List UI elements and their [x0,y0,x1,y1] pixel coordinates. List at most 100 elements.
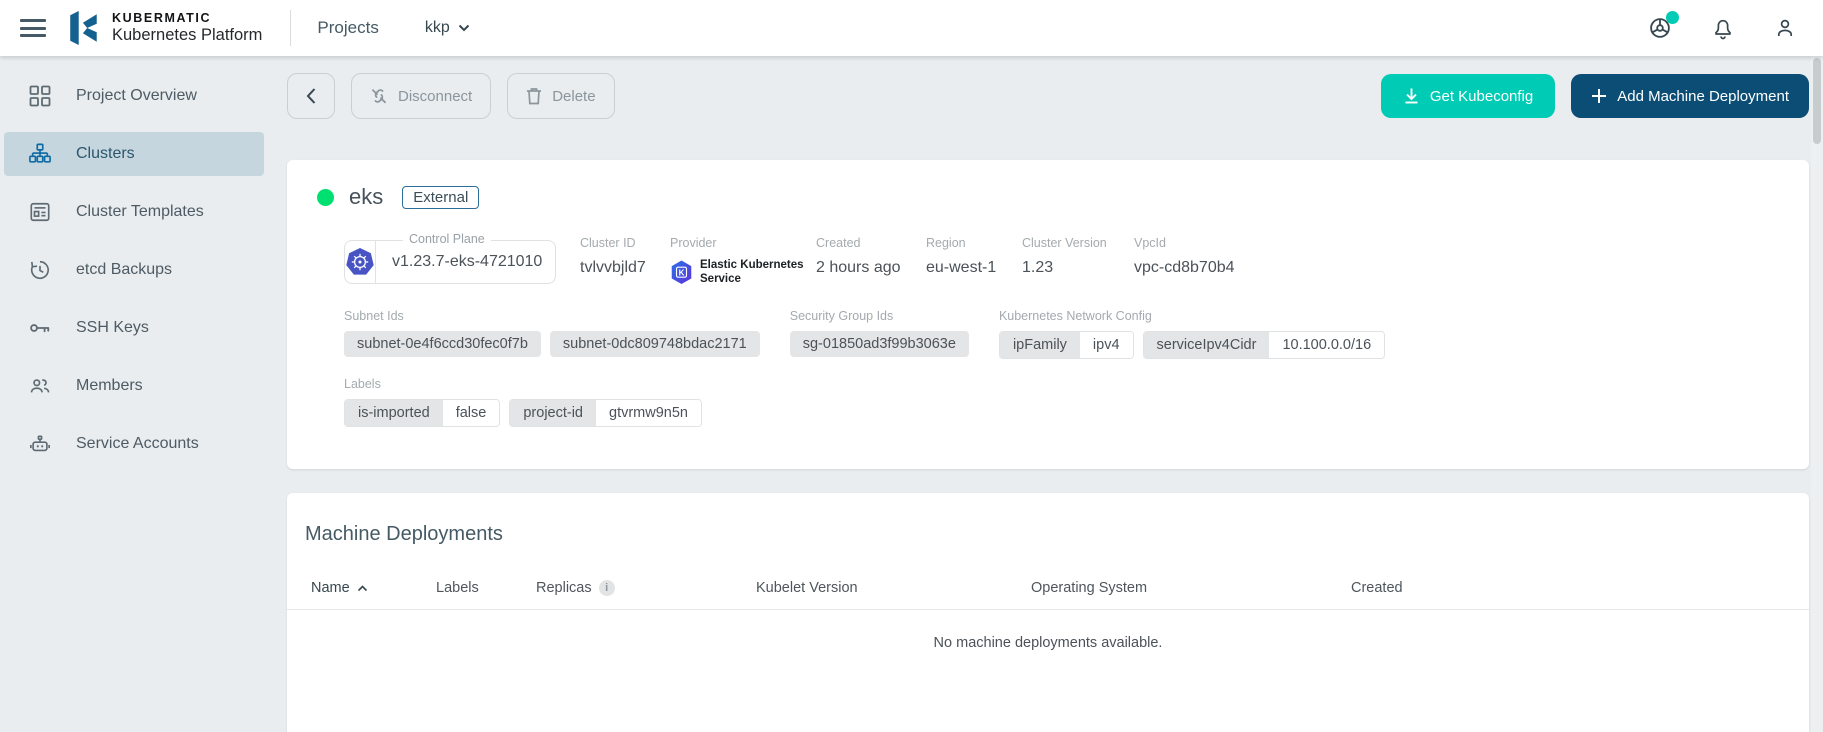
download-icon [1403,87,1420,105]
chip-value: gtvrmw9n5n [596,399,701,426]
field-value: vpc-cd8b70b4 [1134,259,1235,276]
link-off-icon [370,87,388,105]
subnet-chip: subnet-0dc809748bdac2171 [549,330,760,357]
add-machine-deployment-button[interactable]: Add Machine Deployment [1571,74,1809,118]
toolbar: Disconnect Delete [287,73,1809,119]
sidebar-item-project-overview[interactable]: Project Overview [4,74,264,118]
field-label: Region [926,236,966,250]
sidebar-item-members[interactable]: Members [4,364,264,408]
trash-icon [526,87,542,105]
kubermatic-logo [66,10,102,46]
machine-deployments-title: Machine Deployments [305,522,503,545]
cluster-name: eks [349,184,384,209]
column-label: Created [1351,580,1403,597]
subnet-chip: subnet-0e4f6ccd30fec0f7b [344,330,541,357]
field-label: VpcId [1134,236,1166,250]
network-config-chip: serviceIpv4Cidr 10.100.0.0/16 [1142,330,1386,359]
disconnect-label: Disconnect [398,87,473,105]
provider-name: Elastic Kubernetes Service [700,259,804,285]
chip-key: ipFamily [999,331,1080,358]
delete-button[interactable]: Delete [507,73,615,119]
chevron-down-icon [458,24,470,32]
chip-key: is-imported [345,399,443,426]
brand-text: KUBERMATIC Kubernetes Platform [112,11,262,44]
top-bar: KUBERMATIC Kubernetes Platform Projects … [0,0,1823,56]
scrollbar-thumb[interactable] [1813,58,1821,144]
back-button[interactable] [287,73,335,119]
menu-icon[interactable] [18,17,48,39]
machine-deployments-card: Machine Deployments Name Labels Replicas… [287,492,1809,732]
sort-asc-icon [357,584,368,592]
column-label: Labels [436,580,479,597]
nav-projects[interactable]: Projects [317,18,379,37]
sidebar-item-etcd-backups[interactable]: etcd Backups [4,248,264,292]
column-header-kubelet-version: Kubelet Version [756,580,1031,596]
svg-text:K: K [679,269,685,278]
field-provider: Provider [670,234,816,287]
sidebar-item-label: SSH Keys [76,319,149,336]
sidebar-item-cluster-templates[interactable]: Cluster Templates [4,190,264,234]
disconnect-button[interactable]: Disconnect [351,73,492,119]
field-created: Created 2 hours ago [816,234,926,277]
control-plane-label: Control Plane [403,232,491,246]
field-label: Cluster Version [1022,236,1107,250]
field-value: 2 hours ago [816,259,901,276]
field-cluster-id: Cluster ID tvlvvbjld7 [580,234,670,277]
security-group-ids-group: Security Group Ids sg-01850ad3f99b3063e [789,309,969,359]
column-label: Name [311,580,350,597]
control-plane-version-box: Control Plane [344,232,556,284]
vertical-scrollbar[interactable] [1811,56,1823,732]
project-selector-value: kkp [424,19,450,36]
sidebar-item-service-accounts[interactable]: Service Accounts [4,422,264,466]
chip-key: project-id [510,399,596,426]
field-value: 1.23 [1022,259,1054,276]
announcements-helm-icon[interactable] [1647,11,1679,41]
subnet-ids-label: Subnet Ids [344,308,404,323]
security-group-chip: sg-01850ad3f99b3063e [789,330,969,357]
column-header-created: Created [1351,580,1785,596]
info-icon[interactable]: i [598,580,615,597]
sidebar-item-label: Members [76,377,143,394]
sidebar-item-ssh-keys[interactable]: SSH Keys [4,306,264,350]
cluster-tree-icon [28,142,52,166]
network-config-chip: ipFamily ipv4 [998,330,1134,359]
subnet-ids-group: Subnet Ids subnet-0e4f6ccd30fec0f7b subn… [344,309,760,359]
control-plane-version: v1.23.7-eks-4721010 [392,253,543,270]
bell-icon[interactable] [1711,15,1735,41]
column-header-operating-system: Operating System [1031,580,1351,596]
field-label: Provider [670,236,717,250]
key-icon [28,316,52,340]
field-value: tvlvvbjld7 [580,259,646,276]
sidebar-item-label: Clusters [76,145,135,162]
labels-label: Labels [344,376,381,391]
column-header-labels: Labels [436,580,536,596]
user-account-icon[interactable] [1773,15,1797,41]
sidebar-item-clusters[interactable]: Clusters [4,132,264,176]
plus-icon [1591,88,1607,104]
label-chip: project-id gtvrmw9n5n [509,398,702,427]
kubernetes-icon [345,241,376,283]
delete-label: Delete [552,87,596,105]
column-header-name[interactable]: Name [311,580,436,596]
sidebar-item-label: Project Overview [76,87,197,104]
content-area: Disconnect Delete [268,56,1823,732]
template-icon [28,200,52,224]
machine-deployments-table-header: Name Labels Replicas i Kubelet Version O… [287,568,1809,610]
people-icon [28,374,52,398]
project-selector[interactable]: kkp [425,19,470,37]
chip-value: ipv4 [1079,331,1133,358]
sidebar-item-label: Cluster Templates [76,203,204,220]
field-value: eu-west-1 [926,259,997,276]
cluster-details-card: eks External Control Plane [287,160,1809,469]
sidebar-item-label: Service Accounts [76,435,199,452]
field-vpc-id: VpcId vpc-cd8b70b4 [1134,234,1235,277]
network-config-label: Kubernetes Network Config [998,308,1152,323]
brand-bottom: Kubernetes Platform [112,25,263,44]
get-kubeconfig-button[interactable]: Get Kubeconfig [1380,74,1556,118]
notification-dot [1666,11,1679,24]
chip-key: serviceIpv4Cidr [1143,331,1270,358]
empty-state-message: No machine deployments available. [933,634,1163,651]
sidebar: Project Overview Clusters [0,56,268,732]
grid-icon [28,84,52,108]
network-config-group: Kubernetes Network Config ipFamily ipv4 … [998,308,1386,359]
